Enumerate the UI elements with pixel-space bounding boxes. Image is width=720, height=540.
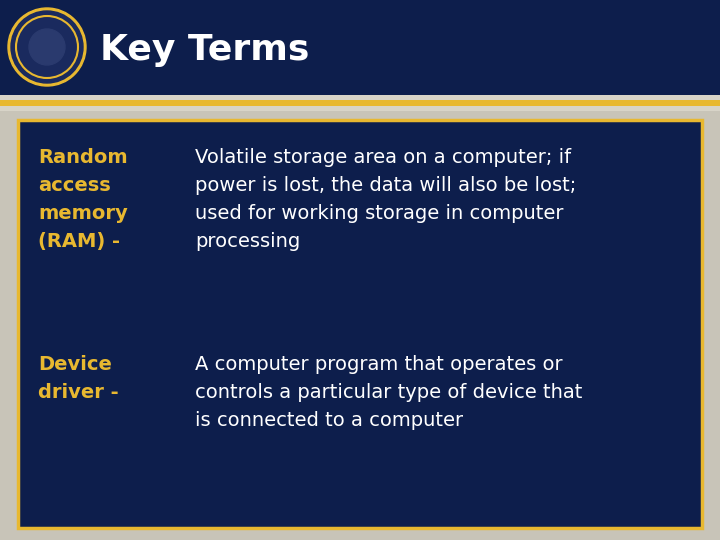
Text: Device
driver -: Device driver -: [38, 355, 119, 402]
Bar: [18, 120, 702, 528]
Text: A computer program that operates or
controls a particular type of device that
is: A computer program that operates or cont…: [195, 355, 582, 430]
Text: Volatile storage area on a computer; if
power is lost, the data will also be los: Volatile storage area on a computer; if …: [195, 148, 576, 251]
Bar: [0, 100, 720, 106]
Bar: [0, 106, 720, 111]
Circle shape: [29, 29, 65, 65]
Bar: [0, 0, 720, 95]
Circle shape: [8, 8, 86, 86]
Circle shape: [11, 11, 83, 83]
Bar: [0, 95, 720, 100]
Text: Key Terms: Key Terms: [100, 33, 310, 67]
Text: Random
access
memory
(RAM) -: Random access memory (RAM) -: [38, 148, 127, 251]
